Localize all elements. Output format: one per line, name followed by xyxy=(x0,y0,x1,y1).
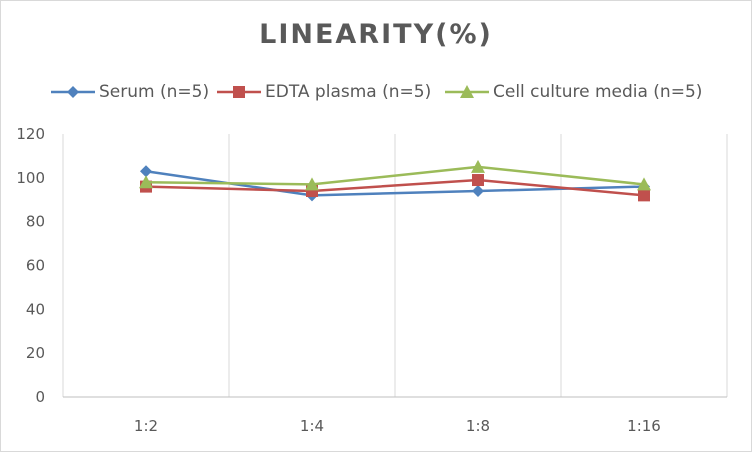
y-tick-label: 80 xyxy=(26,213,45,231)
y-tick-label: 120 xyxy=(16,125,45,143)
data-point-square xyxy=(638,189,650,202)
data-point-square xyxy=(472,174,484,187)
series-line-2 xyxy=(145,165,645,186)
series-line-1 xyxy=(145,178,645,197)
data-point-triangle xyxy=(637,177,651,191)
legend-label-cell-culture-media: Cell culture media (n=5) xyxy=(493,82,703,102)
y-tick-label: 60 xyxy=(26,257,45,275)
y-tick-label: 40 xyxy=(26,300,45,318)
y-tick-label: 0 xyxy=(35,388,45,406)
x-tick-label: 1:8 xyxy=(466,417,490,435)
legend-label-edta-plasma: EDTA plasma (n=5) xyxy=(265,82,432,102)
legend-swatch-serum xyxy=(51,86,95,98)
legend-swatch-cell-culture-media xyxy=(445,85,489,98)
data-point-triangle xyxy=(471,159,485,173)
chart-title: LINEARITY(%) xyxy=(259,19,493,50)
data-point-diamond xyxy=(472,184,484,197)
y-tick-label: 20 xyxy=(26,344,45,362)
x-tick-label: 1:4 xyxy=(300,417,324,435)
legend-swatch-edta-plasma xyxy=(217,86,261,98)
x-tick-label: 1:2 xyxy=(134,417,158,435)
legend: Serum (n=5) EDTA plasma (n=5) Cell cultu… xyxy=(1,79,751,105)
data-point-diamond xyxy=(140,165,152,178)
data-point-triangle xyxy=(139,175,153,189)
data-point-triangle xyxy=(305,177,319,191)
y-tick-label: 100 xyxy=(16,169,45,187)
x-tick-label: 1:16 xyxy=(627,417,661,435)
legend-label-serum: Serum (n=5) xyxy=(99,82,210,102)
